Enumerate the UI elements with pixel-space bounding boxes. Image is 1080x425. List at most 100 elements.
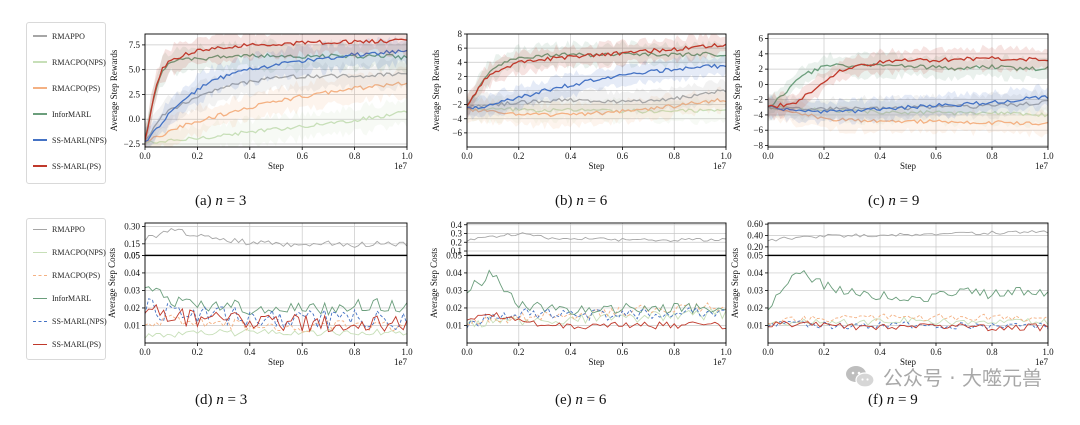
cost-chart-e: 0.10.20.30.40.010.020.030.040.050.0 0.2 0.… [429, 220, 732, 367]
legend-item: InforMARL [33, 291, 91, 305]
axes-frame [767, 33, 1049, 148]
caption-n: n [575, 392, 583, 408]
series-line [768, 313, 1048, 325]
axes-frame [767, 222, 1049, 256]
legend-costs: RMAPPO RMACPO(NPS) RMACPO(PS) InforMARL … [26, 218, 107, 360]
y-tick-label: −4 [452, 114, 462, 124]
caption-eq: = [226, 193, 236, 209]
x-tick-label: 0.0 [139, 151, 151, 161]
x-tick-label: 1.0 [401, 347, 413, 357]
y-tick-label: 0 [458, 86, 463, 96]
series-line [145, 52, 407, 139]
plot-area [145, 227, 407, 248]
caption-label: (c) [868, 193, 885, 209]
x-tick-label: 0.8 [986, 151, 998, 161]
legend-swatch [33, 35, 47, 37]
legend-swatch [33, 228, 47, 230]
x-tick-label: 0.4 [874, 151, 886, 161]
x-offset-label: 1e7 [394, 357, 407, 367]
series-line [145, 71, 407, 141]
caption-label: (b) [555, 193, 573, 209]
caption-a: (a) n = 3 [195, 193, 246, 210]
y-tick-label: 0.02 [124, 303, 140, 313]
y-tick-label: 0.02 [747, 303, 763, 313]
series-band [768, 44, 1048, 121]
x-tick-label: 0.0 [762, 151, 774, 161]
series-band [768, 95, 1048, 138]
caption-label: (a) [195, 193, 212, 209]
legend-item: SS-MARL(NPS) [33, 314, 107, 328]
caption-c: (c) n = 9 [868, 193, 919, 210]
legend-swatch [33, 320, 47, 322]
y-tick-label: 0.01 [747, 320, 763, 330]
y-tick-label: 4 [759, 49, 764, 59]
y-tick-label: 7.5 [129, 40, 141, 50]
watermark-text: 公众号 · 大噬元兽 [882, 366, 1042, 390]
series-band [467, 79, 726, 120]
caption-n: n [215, 193, 223, 209]
series-band [145, 35, 407, 147]
y-tick-label: 0.03 [747, 285, 763, 295]
legend-swatch [33, 274, 47, 276]
y-tick-label: 4 [458, 57, 463, 67]
legend-item: SS-MARL(PS) [33, 159, 101, 173]
y-tick-label: 0.40 [747, 231, 763, 241]
x-offset-label: 1e7 [394, 161, 407, 171]
x-tick-label: 0.6 [930, 347, 942, 357]
caption-eq: = [898, 392, 907, 408]
y-tick-label: −2 [753, 95, 763, 105]
legend-swatch [33, 251, 47, 253]
y-tick-label: 0.03 [124, 285, 140, 295]
caption-value: 6 [599, 193, 608, 209]
series-line [145, 286, 407, 317]
y-tick-label: 6 [759, 34, 764, 44]
series-line [768, 105, 1048, 126]
series-line [145, 38, 407, 141]
plot-area [145, 286, 407, 339]
series-line [467, 63, 726, 110]
caption-b: (b) n = 6 [555, 193, 607, 210]
y-tick-label: 0.0 [129, 114, 141, 124]
legend-label: RMAPPO [52, 31, 85, 41]
y-tick-label: −2.5 [124, 139, 141, 149]
x-offset-label: 1e7 [713, 161, 726, 171]
x-offset-label: 1e7 [713, 357, 726, 367]
y-tick-label: −6 [452, 128, 462, 138]
y-axis-label: Average Step Costs [107, 247, 117, 318]
y-tick-label: 0.4 [451, 220, 463, 230]
x-offset-label: 1e7 [1035, 357, 1048, 367]
y-tick-label: 0.05 [124, 250, 140, 260]
y-tick-label: −8 [753, 140, 763, 150]
y-tick-label: 2 [458, 71, 463, 81]
series-band [467, 54, 726, 120]
legend-label: SS-MARL(PS) [52, 339, 101, 349]
series-line [467, 311, 726, 330]
y-tick-label: 2 [759, 64, 764, 74]
watermark: 公众号 · 大噬元兽 [845, 362, 1042, 391]
axes-frame [767, 254, 1049, 344]
x-tick-label: 0.8 [669, 151, 681, 161]
x-tick-label: 1.0 [720, 151, 732, 161]
y-tick-label: 0.05 [124, 250, 140, 260]
x-tick-label: 0.6 [617, 151, 629, 161]
y-tick-label: 0.2 [451, 237, 462, 247]
y-axis-label: Average Step Rewards [431, 49, 441, 131]
caption-value: 6 [598, 392, 607, 408]
caption-n: n [576, 193, 584, 209]
reward-chart-c: −8 −6 −4 −2 0 2 4 6 0.0 0.2 0.4 0.6 0.8 1.0 Step 1e7 Ave… [732, 33, 1054, 171]
y-tick-label: 2.5 [129, 89, 141, 99]
y-tick-label: 0.04 [446, 268, 462, 278]
caption-value: 3 [238, 193, 247, 209]
y-tick-label: 0.15 [124, 239, 140, 249]
x-tick-label: 0.2 [192, 151, 203, 161]
legend-item: RMACPO(NPS) [33, 55, 106, 69]
x-tick-label: 0.6 [930, 151, 942, 161]
axes-frame [466, 33, 727, 148]
series-band [768, 83, 1048, 126]
x-tick-label: 0.4 [244, 347, 256, 357]
x-tick-label: 1.0 [720, 347, 732, 357]
legend-item: RMAPPO [33, 29, 85, 43]
x-tick-label: 0.2 [818, 347, 829, 357]
series-line [768, 105, 1048, 118]
legend-swatch [33, 113, 47, 115]
